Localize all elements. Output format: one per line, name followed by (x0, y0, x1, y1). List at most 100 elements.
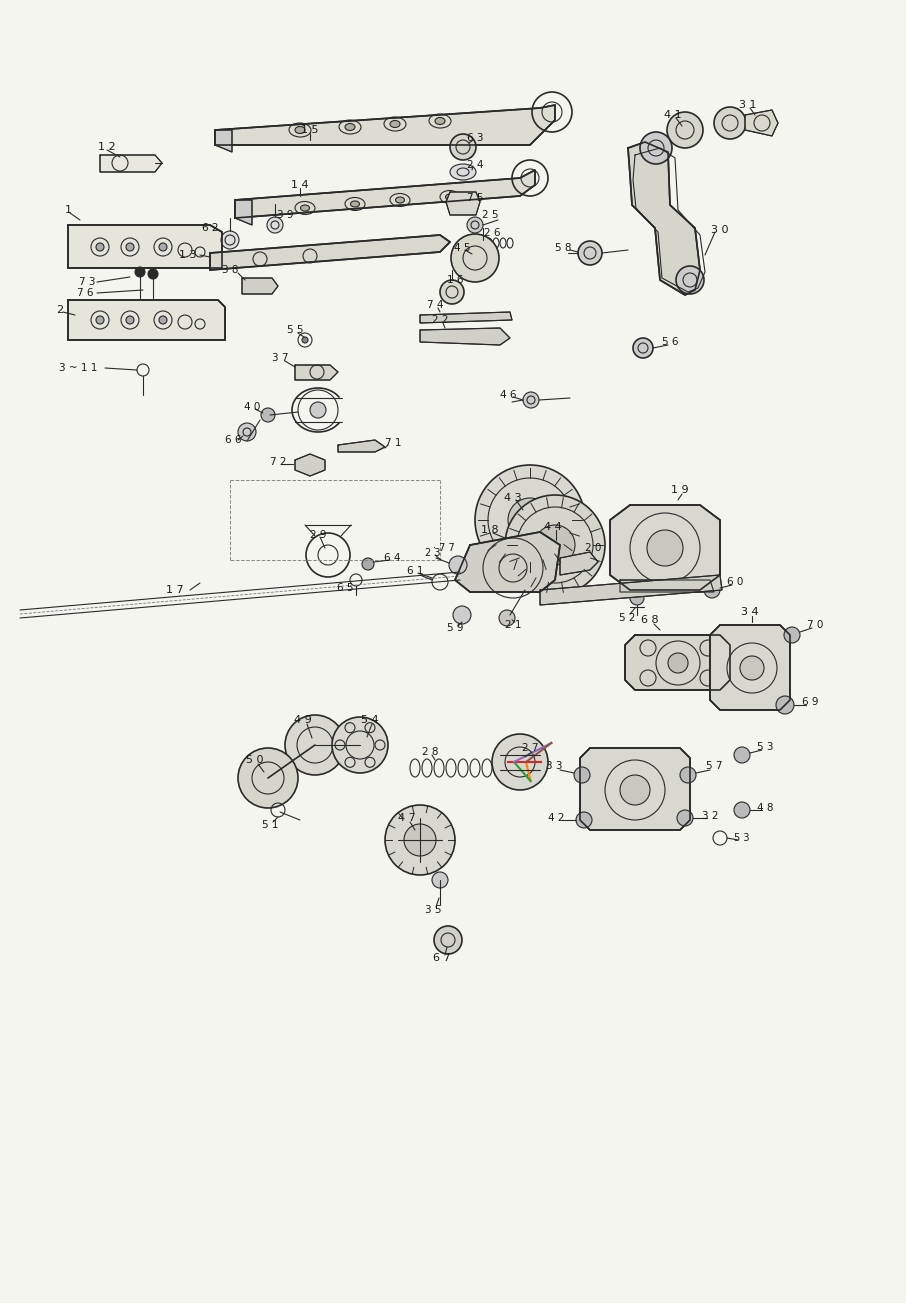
Text: 1 6: 1 6 (447, 275, 463, 285)
Circle shape (285, 715, 345, 775)
Circle shape (332, 717, 388, 773)
Text: 5 1: 5 1 (262, 820, 278, 830)
Circle shape (680, 767, 696, 783)
Text: 3 1: 3 1 (739, 100, 757, 109)
Circle shape (362, 558, 374, 569)
Circle shape (450, 134, 476, 160)
Text: 4 7: 4 7 (398, 813, 416, 823)
Circle shape (576, 812, 592, 827)
Text: 4 2: 4 2 (548, 813, 564, 823)
Circle shape (535, 525, 575, 566)
Text: 6 9: 6 9 (802, 697, 818, 708)
Circle shape (453, 606, 471, 624)
Circle shape (440, 280, 464, 304)
Ellipse shape (390, 120, 400, 128)
Text: 2 0: 2 0 (584, 543, 602, 552)
Text: 1 2: 1 2 (98, 142, 116, 152)
Polygon shape (68, 225, 222, 268)
Circle shape (740, 655, 764, 680)
Polygon shape (215, 130, 232, 152)
Text: 6 4: 6 4 (384, 552, 400, 563)
Text: 5 8: 5 8 (554, 242, 572, 253)
Circle shape (667, 112, 703, 149)
Text: 2 3: 2 3 (425, 549, 440, 558)
Text: 7 1: 7 1 (385, 438, 401, 448)
Text: 3 9: 3 9 (276, 210, 294, 220)
Polygon shape (295, 453, 325, 476)
Circle shape (221, 231, 239, 249)
Ellipse shape (446, 194, 455, 199)
Circle shape (302, 337, 308, 343)
Polygon shape (235, 169, 535, 218)
Circle shape (126, 317, 134, 324)
Text: 5 2: 5 2 (619, 612, 635, 623)
Text: 2 8: 2 8 (422, 747, 439, 757)
Circle shape (677, 810, 693, 826)
Text: 2 5: 2 5 (482, 210, 498, 220)
Polygon shape (540, 575, 722, 605)
Text: 6 2: 6 2 (202, 223, 218, 233)
Circle shape (261, 408, 275, 422)
Text: 2 2: 2 2 (432, 315, 448, 324)
Polygon shape (560, 552, 598, 575)
Circle shape (714, 107, 746, 139)
Text: 2: 2 (56, 305, 63, 315)
Ellipse shape (435, 117, 445, 125)
Circle shape (640, 132, 672, 164)
Text: 5 6: 5 6 (661, 337, 679, 347)
Text: 5 9: 5 9 (447, 623, 463, 633)
Circle shape (96, 317, 104, 324)
Polygon shape (625, 635, 730, 691)
Text: 4 3: 4 3 (504, 493, 522, 503)
Text: 3 3: 3 3 (545, 761, 563, 771)
Text: 2 6: 2 6 (484, 228, 500, 238)
Text: 6 3: 6 3 (467, 133, 483, 143)
Text: 7 0: 7 0 (807, 620, 824, 629)
Circle shape (467, 218, 483, 233)
Circle shape (668, 653, 688, 674)
Text: 2 4: 2 4 (467, 160, 483, 169)
Text: 1 5: 1 5 (302, 125, 319, 136)
Circle shape (633, 337, 653, 358)
Circle shape (148, 268, 158, 279)
Ellipse shape (301, 205, 310, 211)
Text: 3 0: 3 0 (711, 225, 728, 235)
Ellipse shape (345, 124, 355, 130)
Circle shape (475, 465, 585, 575)
Circle shape (434, 926, 462, 954)
Polygon shape (620, 580, 714, 592)
Polygon shape (338, 440, 385, 452)
Text: 5 0: 5 0 (246, 754, 264, 765)
Polygon shape (710, 625, 790, 710)
Circle shape (630, 592, 644, 605)
Circle shape (676, 266, 704, 294)
Text: 1: 1 (64, 205, 72, 215)
Text: 3 7: 3 7 (272, 353, 288, 364)
Text: 7 2: 7 2 (270, 457, 286, 466)
Circle shape (647, 530, 683, 566)
Circle shape (126, 242, 134, 251)
Text: 5 5: 5 5 (287, 324, 304, 335)
Circle shape (523, 392, 539, 408)
Text: 5 7: 5 7 (706, 761, 722, 771)
Circle shape (734, 803, 750, 818)
Polygon shape (235, 199, 252, 225)
Circle shape (505, 495, 605, 595)
Text: 5 4: 5 4 (361, 715, 379, 724)
Ellipse shape (295, 126, 305, 133)
Text: 7 3: 7 3 (79, 278, 95, 287)
Text: 4 8: 4 8 (757, 803, 773, 813)
Text: 7 4: 7 4 (427, 300, 443, 310)
Circle shape (776, 696, 794, 714)
Text: 4 9: 4 9 (294, 715, 312, 724)
Circle shape (267, 218, 283, 233)
Text: 7 5: 7 5 (467, 193, 483, 203)
Polygon shape (610, 506, 720, 590)
Circle shape (508, 498, 552, 542)
Polygon shape (215, 106, 555, 145)
Text: 7 6: 7 6 (77, 288, 93, 298)
Polygon shape (100, 155, 162, 172)
Text: 1 4: 1 4 (291, 180, 309, 190)
Text: 2 7: 2 7 (522, 743, 538, 753)
Polygon shape (420, 328, 510, 345)
